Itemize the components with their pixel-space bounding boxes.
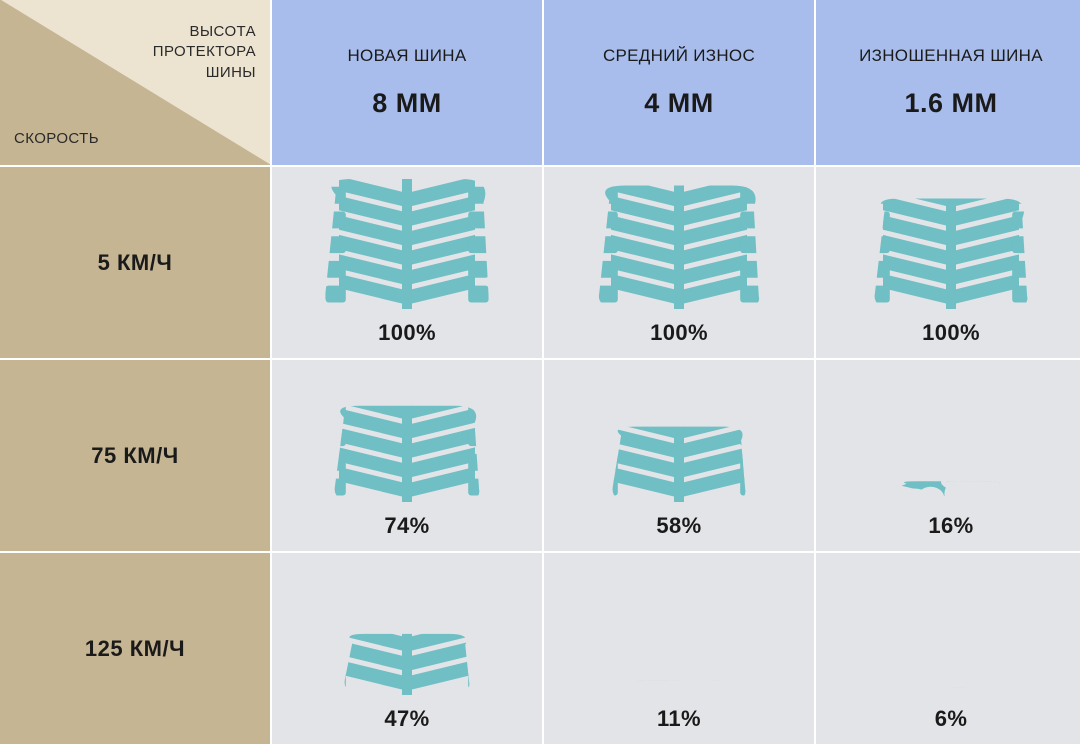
tread-footprint-icon: [544, 553, 814, 706]
row-label: 5 КМ/Ч: [98, 250, 173, 276]
tread-footprint-icon: [544, 360, 814, 513]
tread-footprint-icon: [816, 167, 1080, 320]
row-label: 125 КМ/Ч: [85, 636, 185, 662]
data-cell: 58%: [544, 360, 814, 551]
contact-percentage: 11%: [657, 706, 701, 732]
contact-percentage: 100%: [922, 320, 980, 346]
data-cell: 16%: [816, 360, 1080, 551]
contact-percentage: 58%: [656, 513, 701, 539]
row-header: 75 КМ/Ч: [0, 360, 270, 551]
corner-label-tread: ВЫСОТАПРОТЕКТОРАШИНЫ: [153, 22, 256, 83]
column-title: ИЗНОШЕННАЯ ШИНА: [859, 46, 1043, 66]
column-header: ИЗНОШЕННАЯ ШИНА 1.6 ММ: [816, 0, 1080, 165]
column-value: 4 ММ: [644, 88, 714, 119]
column-value: 1.6 ММ: [904, 88, 997, 119]
contact-percentage: 100%: [650, 320, 708, 346]
column-header: СРЕДНИЙ ИЗНОС 4 ММ: [544, 0, 814, 165]
tread-footprint-icon: [272, 167, 542, 320]
tire-contact-table: ВЫСОТАПРОТЕКТОРАШИНЫ СКОРОСТЬ НОВАЯ ШИНА 8 …: [0, 0, 1080, 738]
contact-percentage: 100%: [378, 320, 436, 346]
tread-footprint-icon: [272, 553, 542, 706]
row-header: 125 КМ/Ч: [0, 553, 270, 744]
row-label: 75 КМ/Ч: [91, 443, 178, 469]
data-cell: 100%: [816, 167, 1080, 358]
tread-footprint-icon: [272, 360, 542, 513]
data-cell: 11%: [544, 553, 814, 744]
tread-footprint-icon: [544, 167, 814, 320]
row-header: 5 КМ/Ч: [0, 167, 270, 358]
data-cell: 6%: [816, 553, 1080, 744]
column-title: НОВАЯ ШИНА: [347, 46, 466, 66]
column-header: НОВАЯ ШИНА 8 ММ: [272, 0, 542, 165]
column-value: 8 ММ: [372, 88, 442, 119]
data-cell: 47%: [272, 553, 542, 744]
corner-header: ВЫСОТАПРОТЕКТОРАШИНЫ СКОРОСТЬ: [0, 0, 270, 165]
tread-footprint-icon: [816, 360, 1080, 513]
contact-percentage: 47%: [384, 706, 429, 732]
tread-footprint-icon: [816, 553, 1080, 706]
data-cell: 74%: [272, 360, 542, 551]
column-title: СРЕДНИЙ ИЗНОС: [603, 46, 755, 66]
corner-label-speed: СКОРОСТЬ: [14, 130, 99, 147]
contact-percentage: 6%: [935, 706, 968, 732]
data-cell: 100%: [272, 167, 542, 358]
data-cell: 100%: [544, 167, 814, 358]
contact-percentage: 16%: [928, 513, 973, 539]
contact-percentage: 74%: [384, 513, 429, 539]
